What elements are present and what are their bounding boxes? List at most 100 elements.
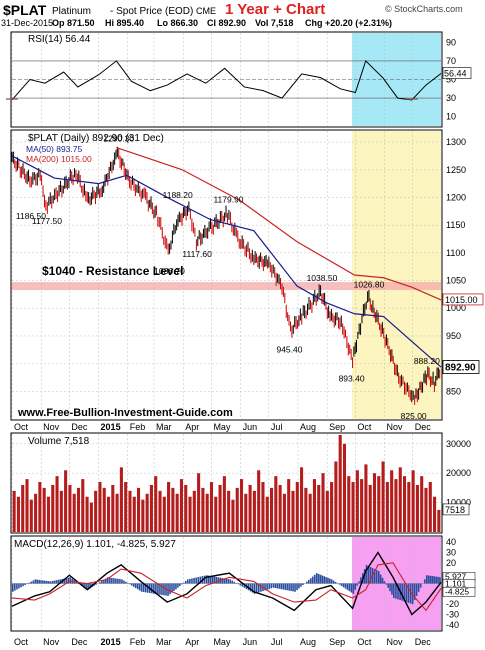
watermark: © StockCharts.com	[385, 4, 463, 14]
macd-histogram-bar	[22, 583, 24, 587]
volume-bar	[171, 487, 175, 532]
macd-histogram-bar	[211, 576, 214, 584]
macd-histogram-bar	[101, 581, 103, 584]
macd-histogram-bar	[115, 578, 117, 584]
macd-histogram-bar	[249, 583, 252, 592]
volume-bar	[377, 476, 381, 532]
volume-bar	[137, 487, 141, 532]
macd-histogram-bar	[59, 579, 62, 584]
instrument-name: Platinum	[52, 6, 91, 17]
macd-histogram-bar	[161, 583, 163, 595]
macd-histogram-bar	[266, 583, 268, 590]
volume-bar	[330, 482, 334, 532]
rsi-oversold-fill	[6, 98, 18, 100]
volume-bar	[154, 476, 158, 532]
macd-histogram-bar	[171, 583, 173, 593]
volume-bar	[351, 482, 355, 532]
macd-histogram-bar	[358, 581, 360, 584]
volume-bar	[411, 470, 415, 532]
macd-histogram-bar	[387, 583, 389, 588]
macd-line	[11, 551, 442, 616]
volume-bar	[214, 496, 218, 532]
macd-histogram-bar	[51, 581, 54, 584]
volume-bar	[197, 473, 201, 532]
macd-histogram-bar	[138, 583, 141, 591]
macd-histogram-bar	[251, 583, 254, 593]
macd-histogram-bar	[157, 583, 159, 595]
macd-histogram-bar	[136, 583, 139, 590]
ma200-line	[116, 147, 442, 301]
macd-histogram-bar	[227, 579, 229, 584]
macd-histogram-bar	[57, 579, 60, 584]
symbol-label: $PLAT	[3, 2, 47, 18]
macd-histogram-bar	[221, 577, 224, 584]
volume-bar	[25, 479, 29, 532]
macd-histogram-bar	[125, 581, 127, 584]
macd-histogram-bar	[407, 583, 410, 603]
volume-bar	[317, 484, 321, 532]
volume-bar	[209, 482, 214, 532]
macd-histogram-bar	[257, 583, 260, 593]
volume-bar	[149, 484, 153, 532]
ma50-legend: MA(50) 893.75	[26, 144, 82, 154]
macd-histogram-bar	[403, 583, 406, 602]
price-xtick-label: Oct	[14, 422, 29, 432]
macd-histogram-bar	[199, 576, 202, 584]
volume-bar	[222, 476, 226, 532]
macd-histogram-bar	[81, 583, 83, 586]
volume-bar	[321, 473, 325, 532]
volume-bar	[85, 496, 89, 532]
resistance-band	[12, 282, 441, 291]
macd-histogram-bar	[55, 580, 58, 584]
macd-xtick-label: May	[213, 637, 231, 647]
volume-bar	[355, 470, 359, 532]
macd-ytick-label: 20	[446, 558, 456, 568]
macd-xtick-label: Jun	[243, 637, 258, 647]
volume-bar	[407, 482, 411, 532]
macd-last-label: 1.101	[445, 578, 467, 588]
macd-histogram-bar	[209, 575, 212, 584]
volume-bar	[291, 490, 295, 532]
macd-histogram-bar	[109, 577, 111, 584]
macd-histogram-bar	[413, 583, 416, 601]
price-annotation-label: 1186.50	[16, 211, 46, 221]
rsi-panel-frame	[10, 31, 443, 128]
macd-histogram-bar	[153, 583, 155, 594]
macd-xtick-label: Apr	[185, 637, 199, 647]
volume-title: Volume 7,518	[28, 436, 90, 447]
macd-histogram-bar	[129, 583, 131, 585]
macd-histogram-bar	[435, 576, 437, 584]
volume-bar	[205, 493, 209, 532]
macd-histogram-bar	[30, 581, 33, 584]
volume-bar	[420, 476, 424, 532]
macd-histogram-bar	[260, 583, 262, 592]
macd-histogram-bar	[395, 583, 397, 599]
macd-panel-frame	[10, 535, 443, 632]
volume-bar	[239, 479, 244, 532]
volume-bar	[372, 473, 377, 532]
macd-histogram-bar	[284, 583, 287, 590]
ma200-last-box	[442, 293, 484, 306]
volume-bar	[385, 482, 389, 532]
macd-histogram-bar	[83, 583, 85, 587]
price-xtick-label: Dec	[71, 422, 88, 432]
macd-histogram-bar	[327, 577, 329, 584]
volume-bar	[424, 487, 428, 532]
volume-bar	[72, 493, 76, 532]
volume-bar	[334, 461, 338, 532]
macd-histogram-bar	[323, 576, 326, 584]
macd-histogram-bar	[213, 576, 216, 584]
volume-bar	[218, 484, 222, 532]
macd-histogram-bar	[183, 582, 185, 584]
macd-histogram-bar	[243, 583, 246, 588]
macd-histogram-bar	[308, 579, 310, 584]
volume-bar	[34, 493, 38, 532]
volume-bar	[115, 493, 119, 532]
volume-bar	[64, 470, 68, 532]
macd-histogram-bar	[332, 580, 335, 584]
open-value: Op 871.50	[52, 18, 95, 28]
macd-histogram-bar	[146, 583, 149, 593]
macd-histogram-bar	[40, 580, 42, 584]
macd-histogram-bar	[255, 583, 258, 594]
macd-last-label: -4.825	[445, 586, 469, 596]
